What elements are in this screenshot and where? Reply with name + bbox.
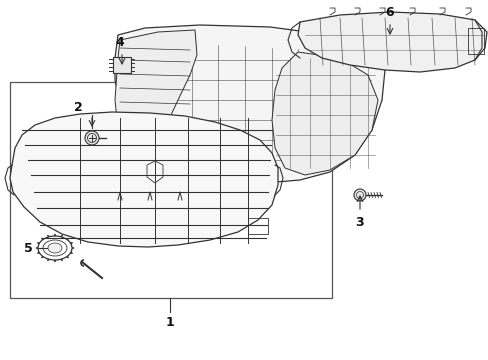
Ellipse shape [70,252,73,254]
Circle shape [353,189,365,201]
Ellipse shape [47,235,49,237]
Text: 2: 2 [74,100,82,113]
Ellipse shape [37,252,40,254]
Polygon shape [10,112,278,247]
Ellipse shape [37,242,40,244]
Polygon shape [271,52,377,175]
Text: 1: 1 [165,315,174,328]
Ellipse shape [66,238,69,240]
Polygon shape [297,12,486,72]
Ellipse shape [47,259,49,261]
Text: 4: 4 [115,36,124,49]
Text: 3: 3 [355,216,364,229]
Text: 5: 5 [23,242,32,255]
Polygon shape [113,57,131,73]
Ellipse shape [41,256,43,258]
Ellipse shape [61,235,63,237]
Circle shape [85,131,99,145]
Polygon shape [115,30,197,155]
Ellipse shape [61,259,63,261]
Polygon shape [115,25,384,183]
Ellipse shape [66,256,69,258]
Ellipse shape [70,242,73,244]
Text: 6: 6 [385,5,393,18]
Ellipse shape [41,238,43,240]
Ellipse shape [54,260,56,262]
Ellipse shape [48,243,62,253]
Ellipse shape [54,234,56,236]
Ellipse shape [72,247,74,249]
Ellipse shape [36,247,38,249]
